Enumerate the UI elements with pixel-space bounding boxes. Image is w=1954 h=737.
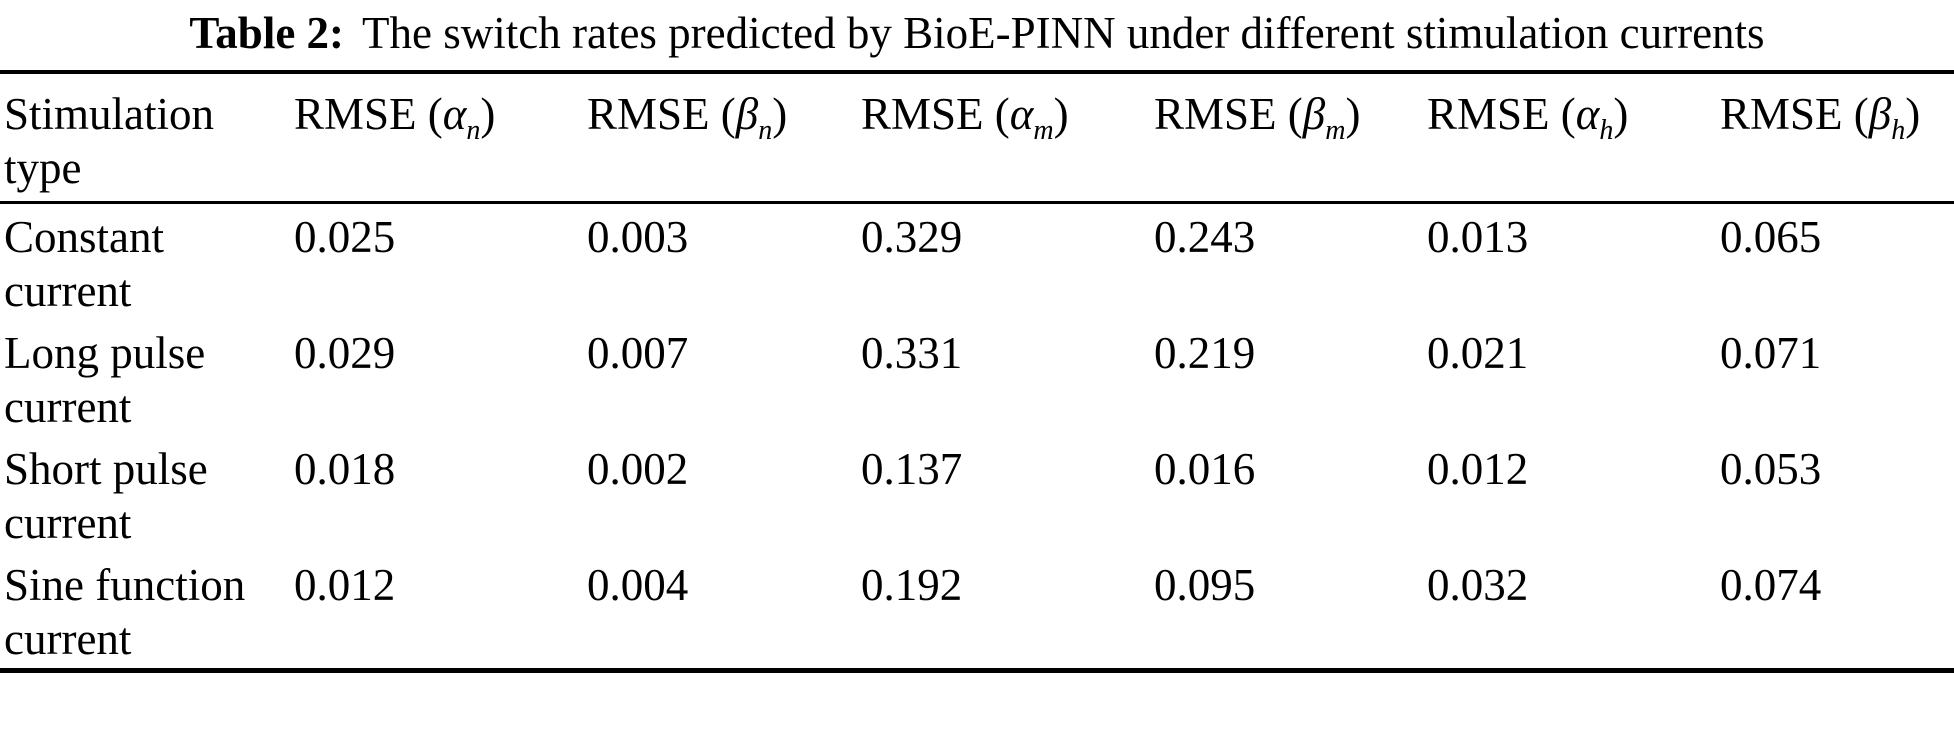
beta-symbol: β — [1868, 89, 1892, 139]
cell: 0.137 — [861, 444, 963, 494]
cell: 0.029 — [294, 328, 396, 378]
col-header-prefix: RMSE ( — [294, 89, 443, 139]
col-header-rmse-alpha-m: RMSE (αm) — [857, 72, 1150, 204]
alpha-symbol: α — [1009, 89, 1034, 139]
cell: 0.018 — [294, 444, 396, 494]
col-header-stimulation-type: Stimulation type — [0, 72, 290, 204]
subscript-n: n — [466, 115, 481, 146]
table-row-short-pulse-current: Short pulse current 0.018 0.002 0.137 0.… — [0, 436, 1954, 552]
cell: 0.095 — [1154, 560, 1256, 610]
beta-symbol: β — [1302, 89, 1326, 139]
col-header-rmse-alpha-h: RMSE (αh) — [1423, 72, 1716, 204]
cell: 0.053 — [1720, 444, 1822, 494]
subscript-h: h — [1599, 115, 1614, 146]
col-header-suffix: ) — [480, 89, 496, 139]
cell: 0.002 — [587, 444, 689, 494]
table-row-sine-function-current: Sine function current 0.012 0.004 0.192 … — [0, 552, 1954, 671]
col-header-rmse-alpha-n: RMSE (αn) — [290, 72, 583, 204]
col-header-rmse-beta-n: RMSE (βn) — [583, 72, 857, 204]
table-row-long-pulse-current: Long pulse current 0.029 0.007 0.331 0.2… — [0, 320, 1954, 436]
cell: 0.021 — [1427, 328, 1529, 378]
col-header-suffix: ) — [1905, 89, 1921, 139]
row-label: Sine function current — [4, 560, 246, 664]
row-label: Long pulse current — [4, 328, 206, 432]
cell: 0.329 — [861, 212, 963, 262]
cell: 0.219 — [1154, 328, 1256, 378]
cell: 0.065 — [1720, 212, 1822, 262]
cell: 0.016 — [1154, 444, 1256, 494]
row-label: Constant current — [4, 212, 165, 316]
col-header-prefix: RMSE ( — [1154, 89, 1303, 139]
cell: 0.243 — [1154, 212, 1256, 262]
col-header-prefix: RMSE ( — [1720, 89, 1869, 139]
rmse-results-table: Stimulation type RMSE (αn) RMSE (βn) RMS… — [0, 70, 1954, 673]
cell: 0.012 — [294, 560, 396, 610]
alpha-symbol: α — [442, 89, 467, 139]
col-header-prefix: RMSE ( — [1427, 89, 1576, 139]
cell: 0.032 — [1427, 560, 1529, 610]
beta-symbol: β — [735, 89, 759, 139]
cell: 0.192 — [861, 560, 963, 610]
cell: 0.071 — [1720, 328, 1822, 378]
cell: 0.331 — [861, 328, 963, 378]
cell: 0.003 — [587, 212, 689, 262]
cell: 0.007 — [587, 328, 689, 378]
row-label: Short pulse current — [4, 444, 208, 548]
table-caption-text: The switch rates predicted by BioE-PINN … — [362, 8, 1765, 58]
subscript-m: m — [1033, 115, 1054, 146]
cell: 0.013 — [1427, 212, 1529, 262]
col-header-prefix: RMSE ( — [861, 89, 1010, 139]
subscript-h: h — [1891, 115, 1906, 146]
col-header-rmse-beta-h: RMSE (βh) — [1716, 72, 1954, 204]
col-header-suffix: ) — [1053, 89, 1069, 139]
subscript-m: m — [1325, 115, 1346, 146]
col-header-rmse-beta-m: RMSE (βm) — [1150, 72, 1423, 204]
cell: 0.012 — [1427, 444, 1529, 494]
cell: 0.004 — [587, 560, 689, 610]
subscript-n: n — [758, 115, 773, 146]
table-header-row: Stimulation type RMSE (αn) RMSE (βn) RMS… — [0, 72, 1954, 204]
col-header-suffix: ) — [1345, 89, 1361, 139]
cell: 0.025 — [294, 212, 396, 262]
table-row-constant-current: Constant current 0.025 0.003 0.329 0.243… — [0, 203, 1954, 321]
alpha-symbol: α — [1575, 89, 1600, 139]
table-caption-label: Table 2: — [189, 8, 345, 58]
col-header-suffix: ) — [772, 89, 788, 139]
cell: 0.074 — [1720, 560, 1822, 610]
table-caption: Table 2: The switch rates predicted by Bi… — [0, 0, 1954, 70]
col-header-suffix: ) — [1613, 89, 1629, 139]
col-header-prefix: RMSE ( — [587, 89, 736, 139]
col-header-stimulation-type-label: Stimulation type — [4, 89, 215, 193]
